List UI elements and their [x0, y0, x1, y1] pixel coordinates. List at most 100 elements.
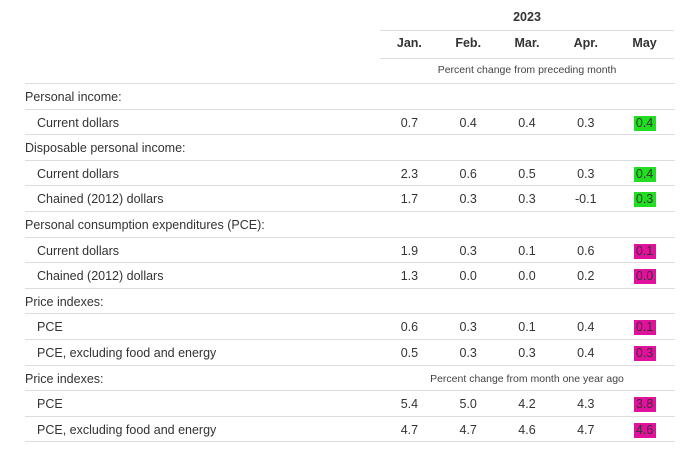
value-cell: 4.3: [577, 397, 595, 412]
category-label: Disposable personal income:: [25, 141, 186, 156]
row-divider: [25, 390, 675, 391]
value-cell: 4.2: [518, 397, 536, 412]
value-cell: 0.4: [518, 115, 536, 130]
value-cell: 3.8: [615, 397, 674, 413]
row-label: PCE, excluding food and energy: [37, 422, 217, 437]
month-apr: Apr.: [573, 36, 598, 50]
row-label: Current dollars: [37, 166, 119, 181]
value-cell: 0.0: [459, 269, 477, 284]
table-row: PCE, excluding food and energy 0.5 0.3 0.3 0…: [25, 340, 675, 366]
value-cell: 0.1: [615, 243, 674, 259]
table-row: Current dollars 2.3 0.6 0.5 0.3 0.4: [25, 161, 675, 187]
row-label: Chained (2012) dollars: [37, 269, 164, 284]
highlighted-value: 3.8: [633, 397, 656, 413]
value-cell: 0.3: [615, 346, 674, 361]
table-row: Chained (2012) dollars 1.3 0.0 0.0 0.2 0.0: [25, 263, 675, 289]
value-cell: 0.1: [615, 320, 674, 336]
value-cell: 0.3: [518, 192, 536, 207]
value-cell: 4.6: [615, 422, 674, 438]
value-cell: 0.3: [615, 192, 674, 208]
value-cell: 4.6: [518, 422, 536, 437]
category-row: Price indexes:: [25, 289, 675, 315]
row-values: 5.4 5.0 4.2 4.3 3.8: [380, 397, 674, 413]
month-header-row: Jan. Feb. Mar. Apr. May: [380, 36, 674, 50]
row-divider: [25, 313, 675, 314]
table-row: Current dollars 0.7 0.4 0.4 0.3 0.4: [25, 110, 675, 136]
value-cell: 1.9: [400, 243, 419, 258]
highlighted-value: 0.3: [633, 346, 656, 361]
value-cell: 5.0: [459, 397, 477, 412]
row-divider: [25, 160, 675, 161]
category-row: Disposable personal income:: [25, 135, 675, 161]
row-divider: [25, 237, 675, 238]
value-cell: 0.3: [459, 243, 477, 258]
value-cell: 0.3: [459, 320, 477, 335]
category-label: Price indexes:: [25, 294, 104, 309]
category-row: Personal income:: [25, 84, 675, 110]
row-divider: [25, 262, 675, 263]
row-divider: [25, 185, 675, 186]
value-cell: 2.3: [400, 166, 419, 181]
table-row: Chained (2012) dollars 1.7 0.3 0.3 -0.1 0.3: [25, 186, 675, 212]
category-label: Price indexes:: [25, 371, 104, 386]
note-monthly: Percent change from preceding month: [437, 64, 617, 76]
highlighted-value: 0.4: [633, 166, 656, 182]
row-divider: [25, 365, 675, 366]
year-header: 2023: [513, 10, 541, 24]
row-values: 0.6 0.3 0.1 0.4 0.1: [380, 320, 674, 336]
category-row: Personal consumption expenditures (PCE):: [25, 212, 675, 238]
row-values: 1.7 0.3 0.3 -0.1 0.3: [380, 192, 674, 208]
row-label: Chained (2012) dollars: [37, 192, 164, 207]
row-divider: [25, 288, 675, 289]
value-cell: 0.3: [518, 346, 536, 360]
value-cell: 0.1: [518, 320, 536, 335]
table-row: Current dollars 1.9 0.3 0.1 0.6 0.1: [25, 238, 675, 264]
value-cell: 0.5: [518, 166, 536, 181]
value-cell: 0.2: [577, 269, 595, 284]
table-row: PCE 5.4 5.0 4.2 4.3 3.8: [25, 391, 675, 417]
value-cell: 5.4: [400, 397, 419, 412]
value-cell: 0.3: [577, 115, 595, 130]
row-values: 4.7 4.7 4.6 4.7 4.6: [380, 422, 674, 438]
value-cell: 1.3: [400, 269, 419, 284]
category-label: Personal income:: [25, 90, 122, 104]
value-cell: 0.4: [577, 346, 595, 360]
category-row: Price indexes: Percent change from month …: [25, 366, 675, 392]
value-cell: 0.0: [518, 269, 536, 284]
row-divider: [25, 83, 675, 84]
row-label: Current dollars: [37, 243, 119, 258]
row-values: 1.3 0.0 0.0 0.2 0.0: [380, 269, 674, 285]
row-label: Current dollars: [37, 115, 119, 130]
value-cell: 0.3: [577, 166, 595, 181]
highlighted-value: 0.4: [633, 115, 656, 131]
value-cell: 0.4: [577, 320, 595, 335]
value-cell: 4.7: [577, 422, 595, 437]
value-cell: 1.7: [400, 192, 419, 207]
value-cell: 0.4: [615, 166, 674, 182]
row-label: PCE: [37, 397, 63, 412]
row-divider: [25, 441, 675, 442]
value-cell: 0.6: [400, 320, 419, 335]
row-divider: [25, 134, 675, 135]
row-label: PCE, excluding food and energy: [37, 346, 217, 360]
row-divider: [25, 211, 675, 212]
highlighted-value: 0.1: [633, 320, 656, 336]
value-cell: 0.0: [615, 269, 674, 285]
value-cell: 4.7: [459, 422, 477, 437]
value-cell: 4.7: [400, 422, 419, 437]
month-feb: Feb.: [455, 36, 482, 50]
header-divider: [380, 58, 674, 59]
value-cell: 0.6: [577, 243, 595, 258]
highlighted-value: 4.6: [633, 422, 656, 438]
value-cell: 0.3: [459, 192, 477, 207]
value-cell: 0.4: [615, 115, 674, 131]
row-divider: [25, 416, 675, 417]
row-values: 1.9 0.3 0.1 0.6 0.1: [380, 243, 674, 259]
month-may: May: [632, 36, 657, 50]
note-yearly: Percent change from month one year ago: [430, 372, 624, 385]
row-divider: [25, 339, 675, 340]
value-cell: 0.4: [459, 115, 477, 130]
row-label: PCE: [37, 320, 63, 335]
row-divider: [25, 109, 675, 110]
row-values: 0.5 0.3 0.3 0.4 0.3: [380, 346, 674, 361]
